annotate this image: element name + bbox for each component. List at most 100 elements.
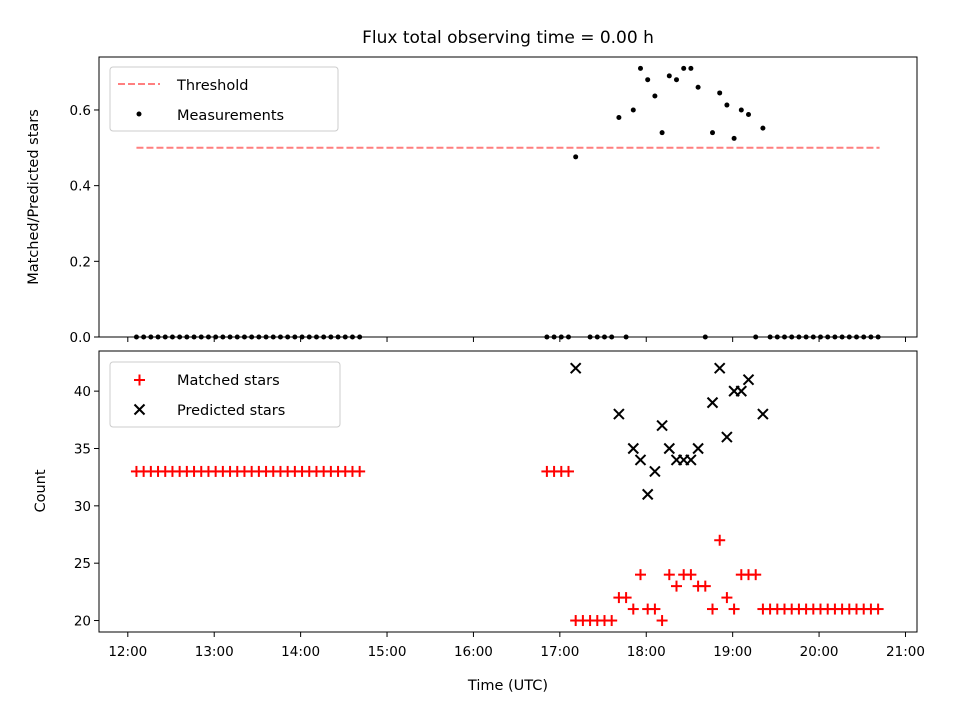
measurement-point — [565, 334, 571, 340]
top-panel: 0.0 0.2 0.4 0.6 Matched/Predicted stars Thr… — [26, 56, 918, 346]
measurement-point — [854, 334, 860, 340]
measurement-point — [256, 334, 262, 340]
matched-star-point — [663, 569, 675, 581]
measurement-point — [796, 334, 802, 340]
measurement-point — [724, 102, 730, 108]
measurement-point — [184, 334, 190, 340]
measurement-point — [710, 130, 715, 136]
measurement-point — [673, 77, 679, 83]
measurement-point — [241, 334, 247, 340]
measurement-point — [342, 334, 348, 340]
measurement-point — [702, 334, 708, 340]
top-ytick-label: 0.0 — [70, 330, 91, 346]
matched-star-point — [872, 603, 884, 615]
bottom-ytick-label: 25 — [74, 556, 91, 572]
measurement-point — [818, 334, 824, 340]
matched-star-point — [750, 569, 762, 581]
measurement-point — [637, 65, 643, 71]
top-y-ticks: 0.0 0.2 0.4 0.6 — [70, 103, 99, 346]
measurement-point — [832, 334, 838, 340]
measurement-point — [767, 334, 773, 340]
measurement-point — [321, 334, 327, 340]
matched-star-point — [670, 580, 682, 592]
measurement-point — [861, 334, 867, 340]
matched-star-point — [354, 465, 366, 477]
measurement-point — [659, 130, 665, 136]
measurement-point — [263, 334, 269, 340]
bottom-x-ticks: 12:00 13:00 14:00 15:00 16:00 17:00 18:00 19:00… — [108, 632, 925, 660]
measurement-point — [803, 334, 809, 340]
measurement-point — [191, 334, 197, 340]
predicted-star-point — [713, 362, 726, 374]
measurement-point — [623, 334, 629, 340]
measurement-point — [616, 115, 622, 121]
legend-measurements-label: Measurements — [177, 108, 284, 124]
measurement-point — [299, 334, 305, 340]
top-y-axis-label: Matched/Predicted stars — [26, 109, 42, 285]
measurement-point — [349, 334, 355, 340]
matched-star-point — [721, 592, 733, 604]
top-legend: Threshold Measurements — [109, 66, 339, 132]
measurement-point — [162, 334, 168, 340]
measurement-point — [681, 65, 687, 71]
legend-matched-label: Matched stars — [177, 373, 280, 389]
measurement-point — [738, 107, 744, 113]
measurement-point — [810, 334, 816, 340]
measurement-point — [277, 334, 283, 340]
matched-star-point — [620, 592, 632, 604]
predicted-star-point — [649, 465, 661, 478]
legend-predicted-label: Predicted stars — [177, 403, 285, 419]
predicted-star-point — [692, 442, 704, 455]
bottom-legend: Matched stars Predicted stars — [109, 361, 341, 428]
measurement-point — [630, 107, 636, 113]
measurement-point — [249, 334, 255, 340]
measurement-point — [868, 334, 874, 340]
predicted-star-point — [685, 454, 697, 466]
measurement-point — [357, 334, 363, 340]
legend-predicted-swatch — [133, 403, 146, 416]
measurement-point — [328, 334, 334, 340]
measurement-point — [573, 154, 579, 160]
measurement-point — [695, 84, 701, 90]
measurement-point — [198, 334, 204, 340]
chart-title: Flux total observing time = 0.00 h — [362, 28, 654, 48]
bottom-ytick-label: 35 — [74, 441, 91, 457]
measurement-point — [645, 77, 651, 83]
x-tick-label: 18:00 — [627, 644, 666, 660]
measurement-point — [774, 334, 780, 340]
matched-star-point — [685, 569, 697, 581]
x-tick-label: 19:00 — [713, 644, 752, 660]
measurement-point — [789, 334, 795, 340]
x-tick-label: 14:00 — [281, 644, 320, 660]
measurement-point — [839, 334, 845, 340]
measurement-point — [652, 93, 658, 99]
predicted-star-point — [627, 442, 639, 455]
measurement-point — [551, 334, 557, 340]
matched-star-point — [627, 603, 639, 615]
predicted-star-point — [757, 408, 769, 420]
measurement-point — [169, 334, 175, 340]
measurement-point — [731, 135, 737, 141]
x-tick-label: 16:00 — [454, 644, 493, 660]
predicted-star-point — [742, 373, 755, 386]
measurement-point — [753, 334, 759, 340]
measurement-point — [234, 334, 240, 340]
measurement-point — [213, 334, 219, 340]
predicted-star-point — [706, 396, 719, 409]
legend-measurements-swatch — [136, 111, 142, 117]
matched-star-point — [606, 615, 618, 627]
x-tick-label: 20:00 — [800, 644, 839, 660]
x-tick-label: 17:00 — [540, 644, 579, 660]
bottom-ytick-label: 40 — [74, 384, 91, 400]
bottom-legend-box — [109, 361, 341, 428]
measurement-point — [133, 334, 139, 340]
matched-star-point — [699, 580, 711, 592]
measurement-point — [306, 334, 312, 340]
matched-star-point — [649, 603, 661, 615]
bottom-axes-frame — [98, 350, 918, 633]
measurement-point — [875, 334, 881, 340]
measurement-point — [285, 334, 291, 340]
top-legend-box — [109, 66, 339, 132]
matched-star-point — [707, 603, 718, 615]
